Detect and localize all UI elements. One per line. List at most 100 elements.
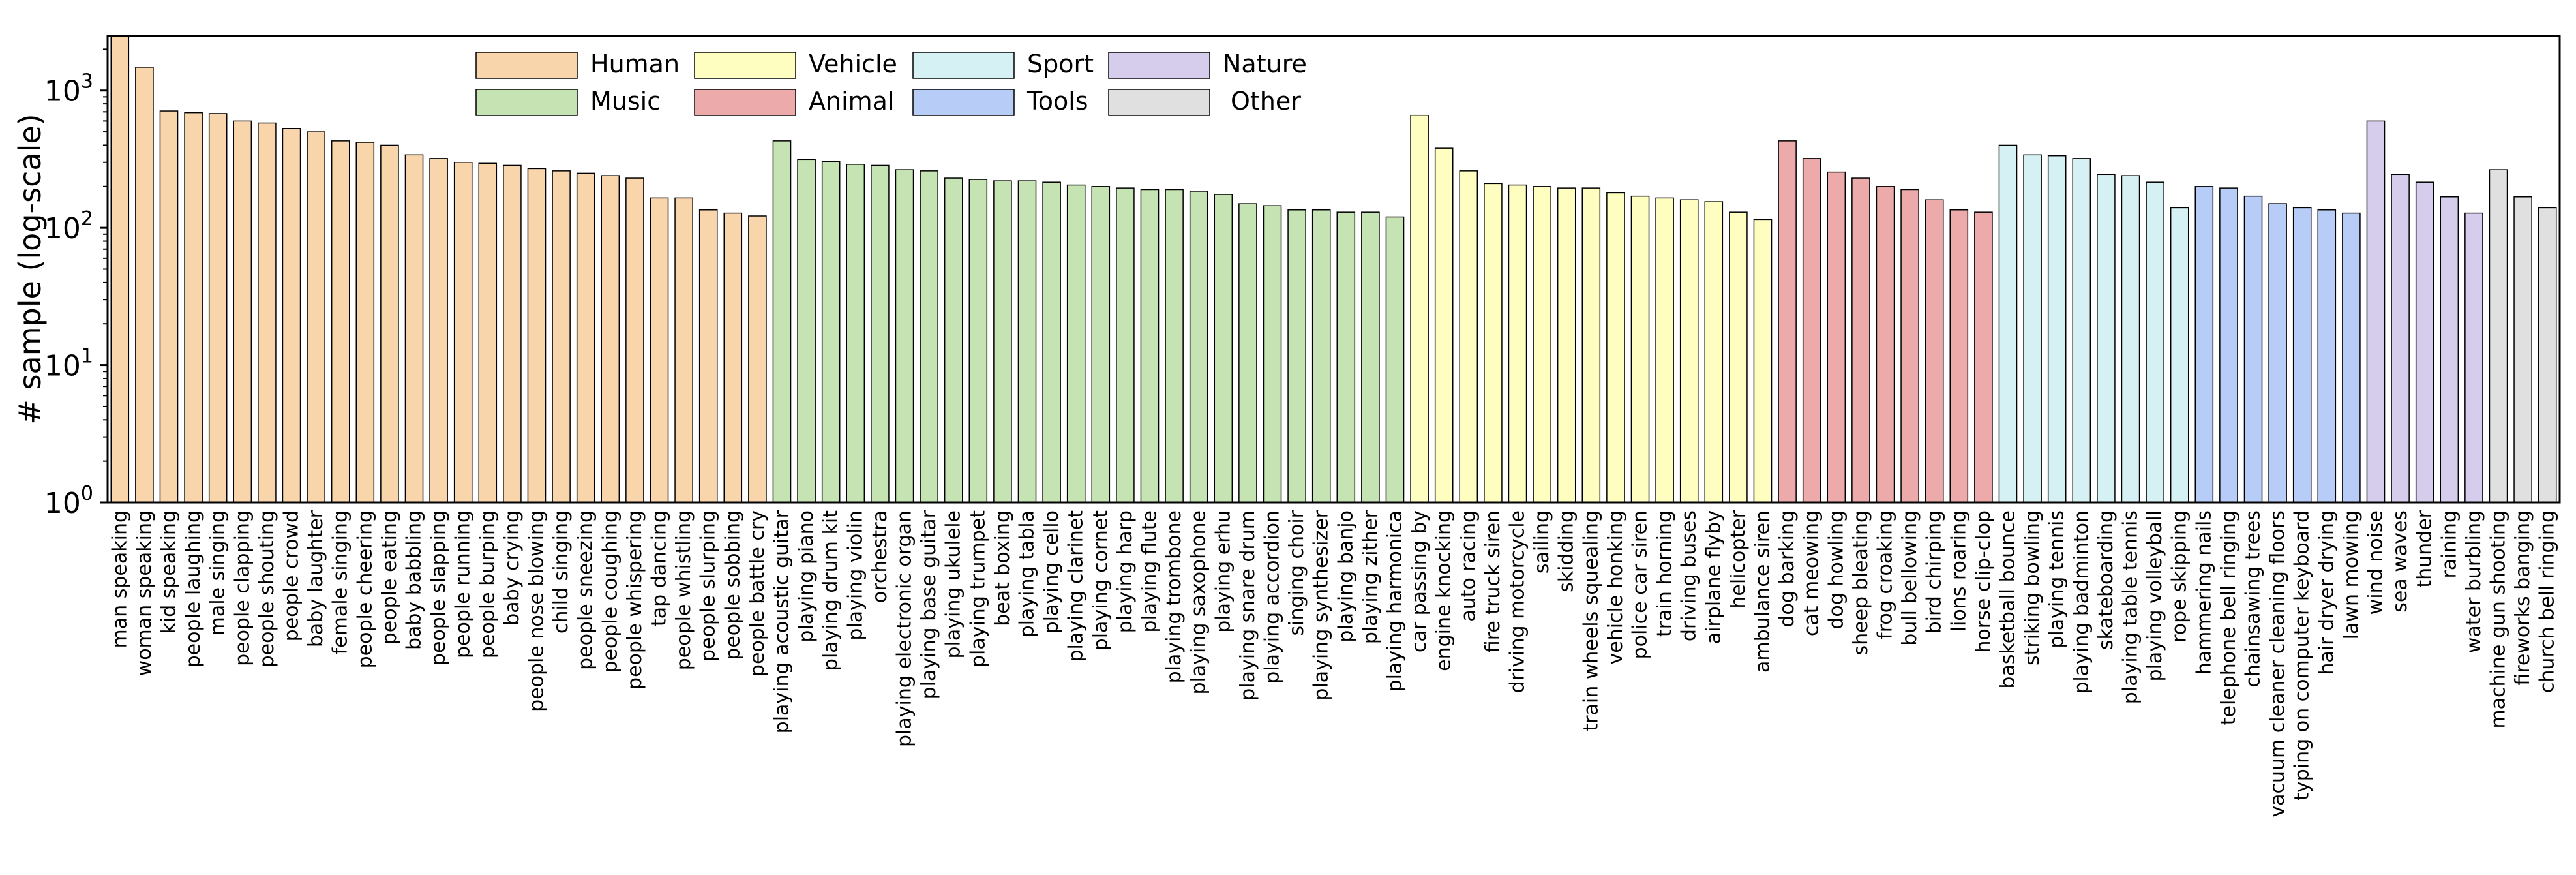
bar [846, 164, 865, 503]
category-label: child singing [550, 510, 573, 634]
legend-swatch [475, 52, 578, 79]
category-label: playing snare drum [1236, 510, 1259, 701]
bar [968, 179, 988, 503]
bar [1974, 211, 1993, 503]
bar [1042, 181, 1061, 503]
category-label: playing saxophone [1188, 510, 1210, 695]
bar [1655, 197, 1674, 503]
bar [576, 172, 595, 503]
category-label: typing on computer keyboard [2291, 510, 2314, 801]
category-label: horse clip-clop [1972, 510, 1995, 653]
bar [1630, 195, 1650, 503]
bar [2440, 196, 2459, 503]
y-tick-label: 102 [44, 207, 93, 245]
category-label: people slurping [697, 510, 720, 662]
bar [1827, 171, 1846, 503]
category-label: thunder [2414, 510, 2436, 587]
category-label: people clapping [231, 510, 254, 666]
bar [1238, 203, 1257, 503]
category-label: bird chirping [1923, 510, 1946, 634]
category-label: chainsawing trees [2242, 510, 2265, 688]
bar [2538, 207, 2557, 503]
bar [2047, 155, 2067, 503]
category-label: hammering nails [2193, 510, 2215, 675]
bar [1508, 184, 1527, 503]
bar [380, 144, 399, 503]
bar [208, 113, 228, 503]
category-label: train horning [1653, 510, 1676, 637]
bar [184, 112, 203, 503]
legend-label: Sport [1027, 50, 1094, 78]
bar [159, 110, 179, 503]
category-label: people crowd [280, 510, 303, 641]
bar [2170, 207, 2189, 503]
category-label: machine gun shooting [2487, 510, 2510, 729]
category-label: playing ukulele [942, 510, 965, 659]
bar [895, 169, 914, 503]
category-label: dog barking [1776, 510, 1799, 628]
bar [1287, 209, 1306, 503]
bar [2489, 169, 2508, 503]
category-label: people coughing [599, 510, 622, 673]
bar [601, 175, 620, 503]
category-label: people battle cry [746, 510, 769, 677]
bar [674, 197, 693, 503]
legend-label: Human [590, 50, 680, 78]
category-label: fireworks banging [2511, 510, 2534, 686]
category-label: kid speaking [158, 510, 181, 634]
bar [2513, 196, 2532, 503]
legend-label: Vehicle [809, 50, 897, 78]
bar [1336, 211, 1356, 503]
category-label: telephone bell ringing [2217, 510, 2240, 725]
category-label: vehicle honking [1604, 510, 1627, 665]
category-label: rope skipping [2168, 510, 2191, 643]
category-label: driving motorcycle [1506, 510, 1529, 693]
bar [2268, 203, 2287, 503]
category-label: playing badminton [2070, 510, 2093, 694]
category-label: man speaking [108, 510, 131, 648]
bar [1778, 140, 1797, 503]
category-label: playing electronic organ [893, 510, 916, 747]
category-label: hair dryer drying [2315, 510, 2338, 675]
bar [453, 162, 473, 503]
bar [1802, 158, 1821, 503]
category-label: dog howling [1825, 510, 1848, 630]
category-label: playing drum kit [820, 510, 843, 671]
category-label: playing zither [1359, 510, 1382, 644]
category-label: sheep bleating [1850, 510, 1872, 656]
bar [2243, 195, 2263, 503]
bar [2391, 174, 2410, 503]
bar [2072, 158, 2091, 503]
category-label: male singing [207, 510, 230, 636]
category-label: ambulance siren [1752, 510, 1775, 673]
bar [2146, 181, 2164, 503]
category-label: lawn mowing [2340, 510, 2363, 639]
bar [2464, 212, 2483, 503]
legend-swatch [912, 89, 1015, 116]
bar [1998, 144, 2018, 503]
bar [1311, 209, 1331, 503]
legend-label: Nature [1223, 50, 1307, 78]
legend-swatch [475, 89, 578, 116]
bars-layer [110, 35, 2557, 503]
bar [2317, 209, 2337, 503]
category-label: car passing by [1408, 510, 1431, 652]
legend-swatch [694, 89, 796, 116]
bar [723, 212, 743, 503]
bar [650, 197, 669, 503]
y-tick-label: 100 [44, 482, 93, 520]
bar [2292, 207, 2312, 503]
bar [503, 164, 522, 503]
category-label: female singing [329, 510, 352, 654]
x-axis-labels: man speaking woman speaking kid speaking pe… [108, 510, 2558, 817]
bar [404, 154, 424, 503]
bar [1091, 186, 1111, 503]
bar [871, 164, 890, 503]
bar [748, 215, 767, 503]
category-label: people sobbing [721, 510, 744, 660]
category-label: church bell ringing [2536, 510, 2559, 693]
legend-swatch [1108, 52, 1210, 79]
category-label: people nose blowing [526, 510, 548, 712]
y-axis: 100 101 102 103 [44, 48, 108, 520]
